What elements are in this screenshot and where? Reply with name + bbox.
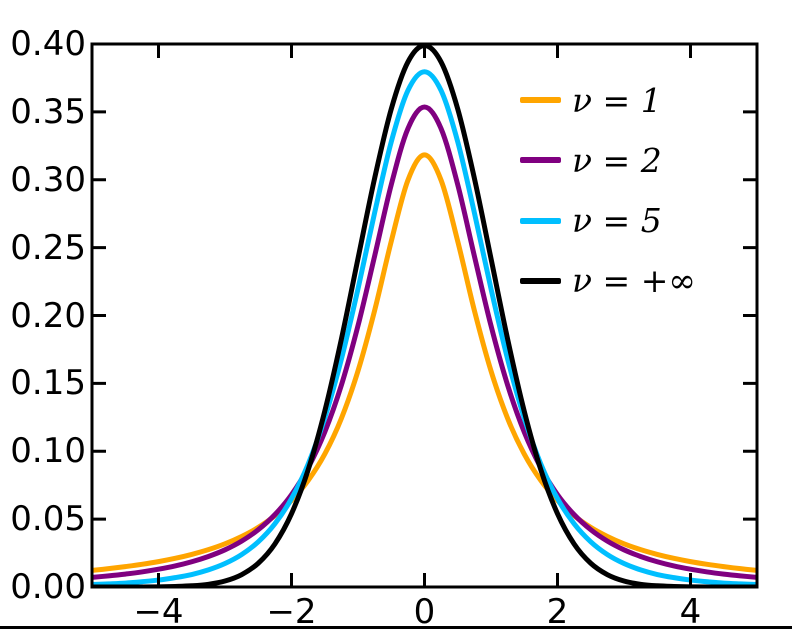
legend-label-nu-∞: ν = +∞ [572,261,696,301]
plot-box [90,42,759,589]
y-tick-label-0.30: 0.30 [10,159,86,200]
legend-label-nu-2: ν = 2 [572,140,662,180]
legend-swatch-nu-2 [520,157,561,164]
y-tick-label-0.05: 0.05 [10,499,86,540]
y-tick-label-0.20: 0.20 [10,295,86,336]
bottom-divider [0,626,792,629]
y-tick-label-0.35: 0.35 [10,91,86,132]
legend-swatch-nu-1 [520,97,561,103]
legend-item-nu-2: ν = 2 [520,140,662,180]
legend-label-nu-5: ν = 5 [572,201,662,241]
x-tick-label-0: 0 [413,592,436,632]
x-tick-label-4: 4 [679,592,702,632]
y-tick-label-0.25: 0.25 [10,227,86,268]
legend-item-nu-5: ν = 5 [520,201,662,241]
curve-nu-5 [92,69,757,587]
legend-label-nu-1: ν = 1 [572,80,662,120]
y-tick-label-0.10: 0.10 [10,431,86,472]
axis-ticks [92,42,757,589]
y-tick-label-0.00: 0.00 [10,567,86,607]
legend-item-nu-∞: ν = +∞ [520,261,696,301]
x-tick-label-−4: −4 [133,592,184,632]
x-tick-label-2: 2 [546,592,569,632]
y-tick-label-0.40: 0.40 [10,24,86,64]
legend-swatch-nu-5 [520,217,561,224]
legend-swatch-nu-∞ [520,277,561,284]
curve-nu-2 [92,104,757,580]
y-tick-label-0.15: 0.15 [10,363,86,404]
curve-nu-1 [92,152,757,573]
curve-nu-∞ [92,44,757,587]
curves-group [92,44,757,587]
x-tick-label-−2: −2 [266,592,317,632]
legend-item-nu-1: ν = 1 [520,80,662,120]
